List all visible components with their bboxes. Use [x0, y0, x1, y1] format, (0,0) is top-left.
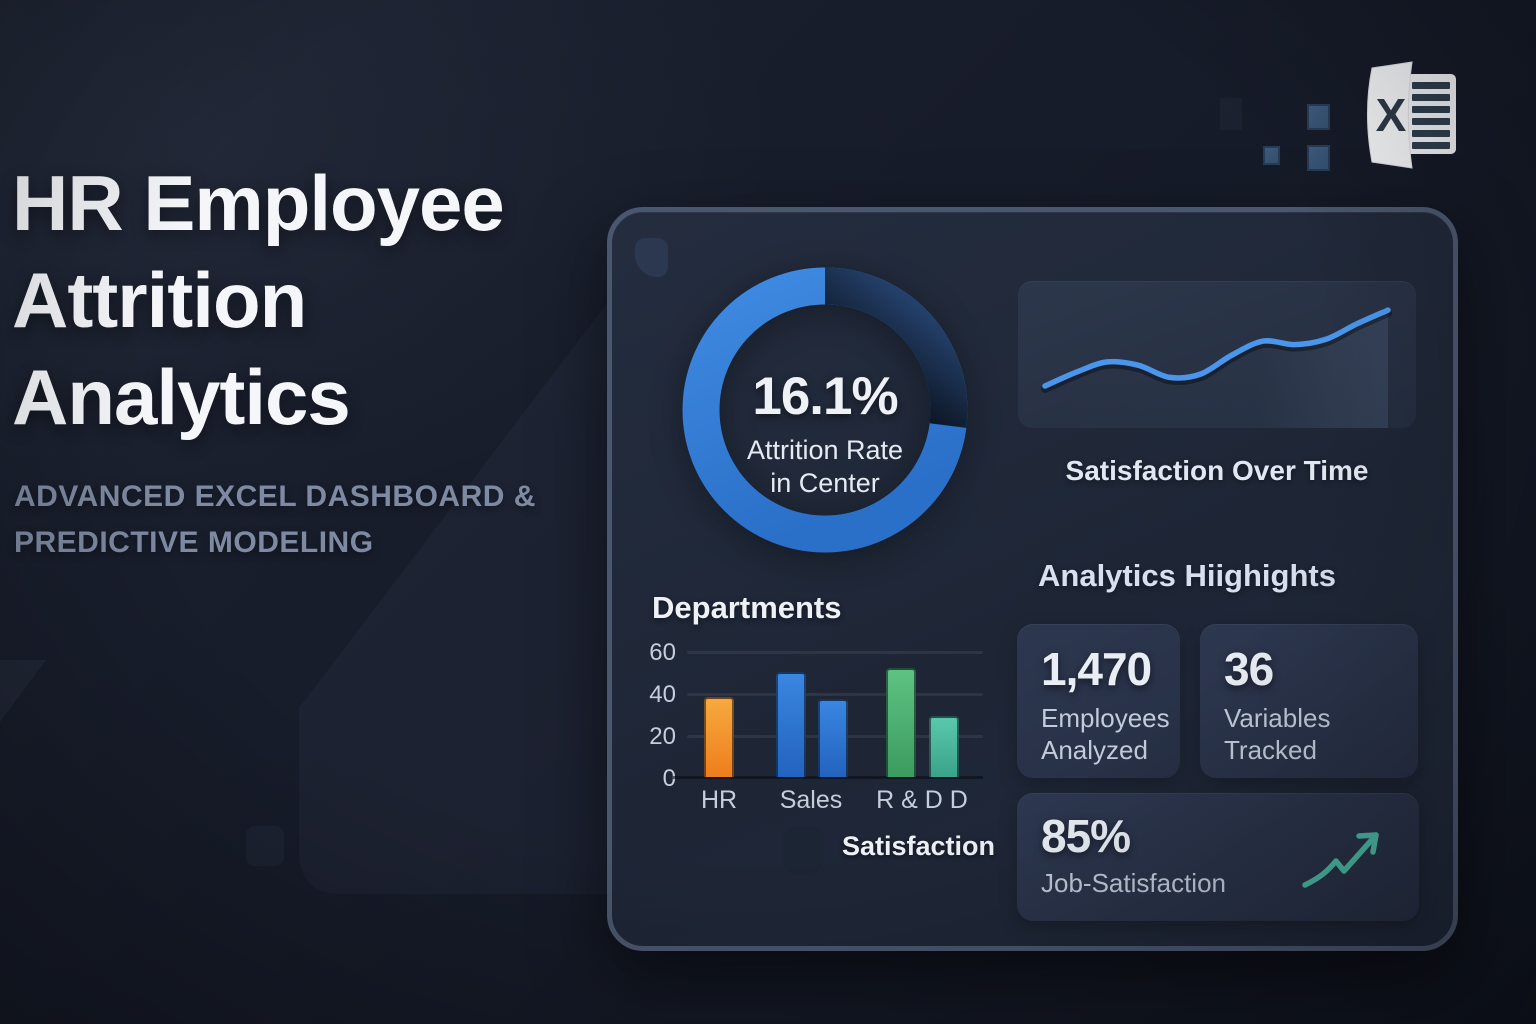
hero-title-line: HR Employee [12, 159, 505, 247]
stat-label: Job-Satisfaction [1041, 868, 1226, 898]
hero-title-line: Attrition [12, 256, 307, 344]
x-label-sales: Sales [779, 786, 843, 814]
deco-blue-square [1307, 145, 1330, 171]
stat-label: Employees Analyzed [1041, 703, 1170, 765]
background-triangle-shape [0, 660, 46, 722]
excel-letter: X [1376, 89, 1407, 141]
line-chart-caption: Satisfaction Over Time [1065, 455, 1369, 486]
stat-value: 1,470 [1041, 643, 1152, 695]
hero-subtitle: ADVANCED EXCEL DASHBOARD & PREDICTIVE MO… [14, 474, 594, 566]
bar-sales-2 [818, 699, 848, 777]
donut-attrition-segment [824, 267, 968, 428]
y-tick: 40 [649, 681, 676, 708]
hero-subtitle-line: PREDICTIVE MODELING [14, 526, 374, 559]
panel-corner-decoration [635, 238, 668, 277]
legend-label: Satisfaction [842, 831, 996, 861]
stat-card-satisfaction: 85% Job-Satisfaction [1017, 793, 1419, 921]
bar-hr [704, 697, 734, 777]
y-tick: 20 [649, 723, 676, 750]
stat-label: Variables Tracked [1224, 703, 1331, 765]
x-axis-baseline [673, 776, 983, 779]
background-square-shape [246, 826, 284, 866]
x-label-rd: R & D D [876, 786, 968, 814]
excel-icon: X [1367, 61, 1456, 169]
hero-title: HR Employee Attrition Analytics [12, 155, 592, 446]
stat-card-variables: 36 Variables Tracked [1200, 624, 1418, 778]
line-area-fill [1045, 310, 1388, 428]
deco-blue-square [1307, 104, 1330, 130]
bar-rd-1 [886, 668, 916, 777]
stat-card-employees: 1,470 Employees Analyzed [1017, 624, 1180, 778]
satisfaction-line-chart [1041, 307, 1392, 428]
hero-title-line: Analytics [12, 353, 351, 441]
bar-chart-y-axis: 60 40 20 0 [636, 639, 676, 792]
departments-bar-chart [673, 651, 983, 779]
gridline [687, 693, 983, 696]
legend-swatch [783, 827, 823, 873]
donut-value: 16.1% [752, 367, 898, 426]
hero-subtitle-line: ADVANCED EXCEL DASHBOARD & [14, 480, 536, 513]
stat-value: 36 [1224, 643, 1274, 695]
satisfaction-line [1042, 307, 1391, 389]
background-faint-square [1220, 98, 1242, 130]
background-polygon-shape [299, 298, 611, 894]
stat-value: 85% [1041, 810, 1131, 862]
donut-center-text: 16.1% Attrition Rate in Center [705, 366, 945, 500]
highlights-title: Analytics Hiighights [1038, 558, 1336, 593]
trend-up-arrow-icon [1302, 832, 1379, 888]
bar-rd-2 [929, 716, 959, 777]
y-tick: 60 [649, 639, 676, 666]
satisfaction-line-chart-panel [1018, 281, 1416, 428]
bar-sales-1 [776, 672, 806, 777]
donut-label: Attrition Rate in Center [746, 435, 904, 498]
deco-blue-square [1263, 146, 1280, 165]
y-tick: 0 [662, 765, 676, 792]
x-label-hr: HR [700, 786, 738, 814]
attrition-donut-chart [682, 267, 968, 553]
gridline [687, 651, 983, 654]
bar-chart-title: Departments [652, 590, 842, 625]
